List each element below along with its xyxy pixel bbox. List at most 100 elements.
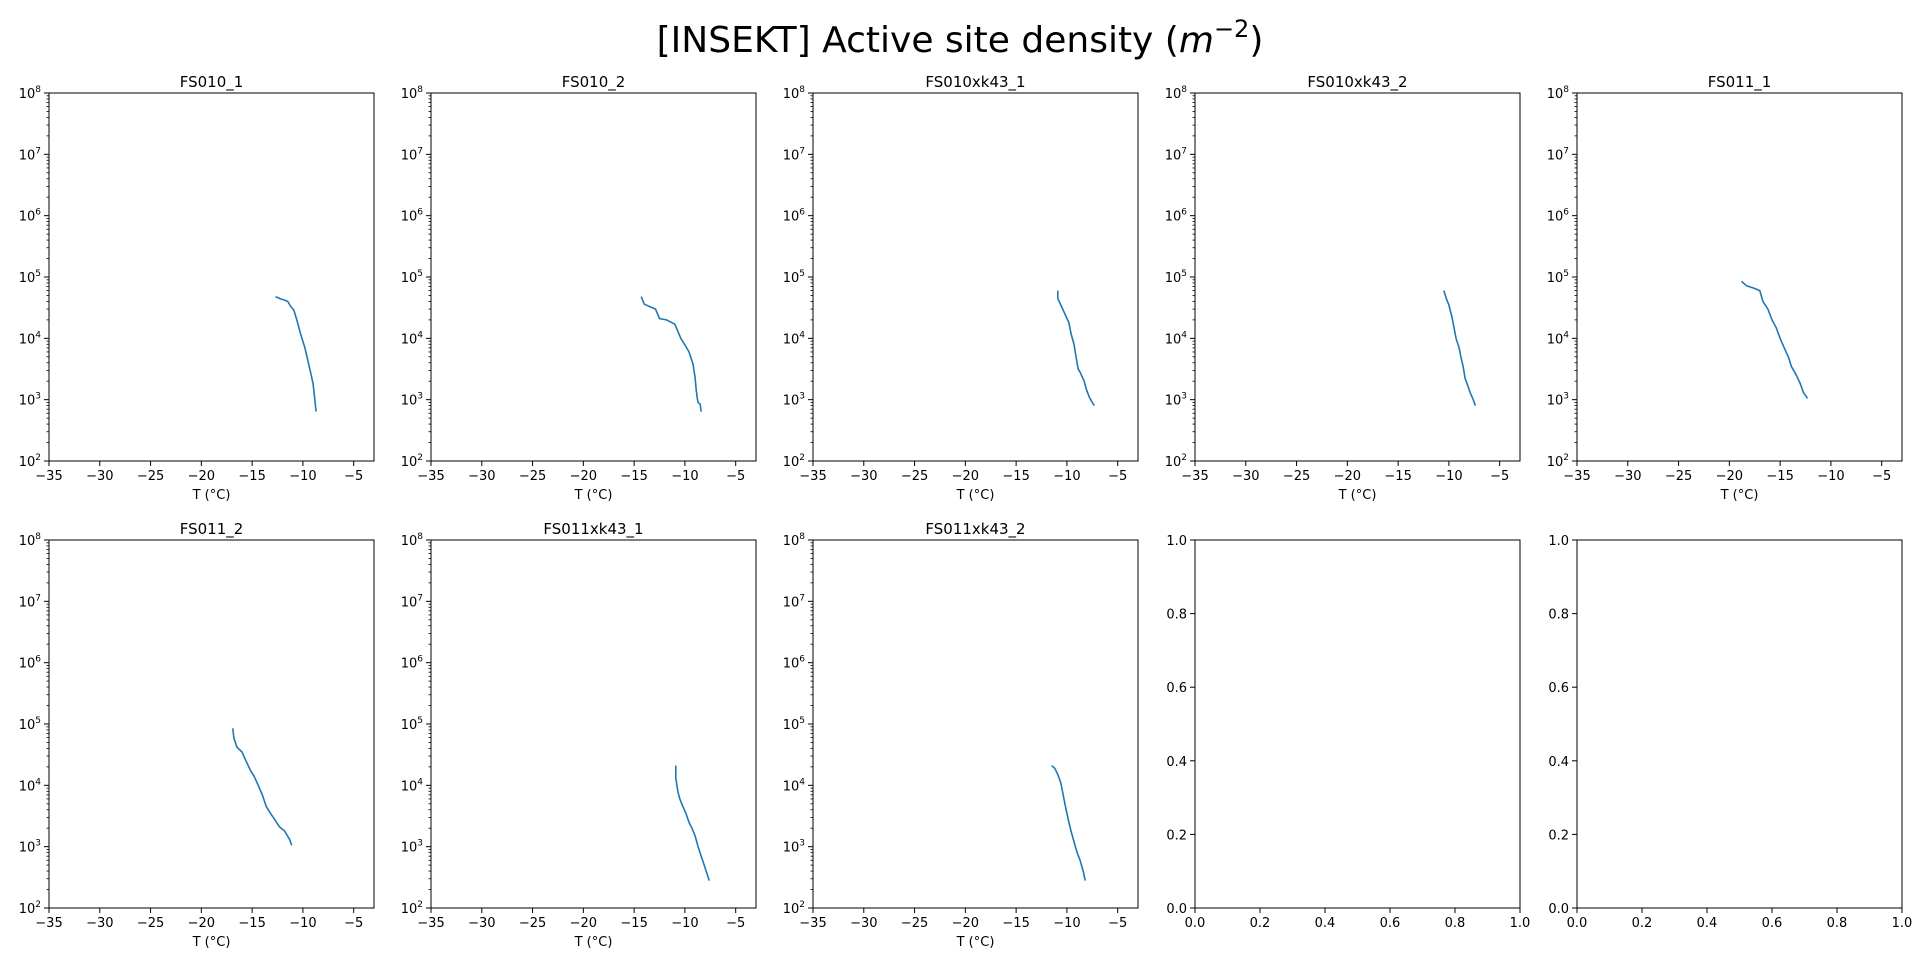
y-tick-base: 10 xyxy=(1547,271,1564,286)
x-axis-label: T (°C) xyxy=(574,488,613,503)
figure-title-unit: m xyxy=(1179,20,1214,61)
y-tick-base: 10 xyxy=(1165,148,1182,163)
figure-title-prefix: [INSEKT] Active site density ( xyxy=(657,20,1179,61)
x-tick-label: −20 xyxy=(952,916,979,931)
y-tick-exponent: 2 xyxy=(417,453,423,463)
y-tick-label: 106 xyxy=(1165,208,1188,225)
y-tick-label: 108 xyxy=(1165,85,1188,102)
y-tick-exponent: 6 xyxy=(1563,208,1569,218)
y-tick-exponent: 3 xyxy=(799,839,805,849)
y-tick-label: 108 xyxy=(783,85,806,102)
y-tick-base: 10 xyxy=(401,210,418,225)
x-tick-label: 0.4 xyxy=(1315,916,1336,931)
y-tick-exponent: 6 xyxy=(1181,208,1187,218)
y-tick-exponent: 2 xyxy=(35,900,41,910)
y-tick-base: 10 xyxy=(783,148,800,163)
y-tick-label: 105 xyxy=(19,716,41,733)
x-tick-label: −20 xyxy=(188,916,215,931)
x-tick-label: −35 xyxy=(417,469,444,484)
y-tick-base: 10 xyxy=(783,779,800,794)
x-tick-label: −15 xyxy=(1384,469,1411,484)
y-tick-label: 0.2 xyxy=(1548,828,1569,843)
x-tick-label: −35 xyxy=(417,916,444,931)
y-tick-label: 106 xyxy=(401,208,424,225)
figure-title-suffix: ) xyxy=(1249,20,1263,61)
y-tick-base: 10 xyxy=(19,841,36,856)
y-tick-exponent: 5 xyxy=(799,269,805,279)
x-axis-label: T (°C) xyxy=(192,935,231,950)
y-tick-base: 10 xyxy=(19,148,36,163)
y-tick-base: 10 xyxy=(401,718,418,733)
x-tick-label: −35 xyxy=(799,916,826,931)
x-tick-label: −35 xyxy=(1563,469,1590,484)
y-tick-exponent: 7 xyxy=(35,593,41,603)
series-line xyxy=(1051,764,1086,881)
subplot-title: FS011xk43_1 xyxy=(543,520,643,539)
subplot-5: −35 −30 −25 −20 −15 −10 −510210310410510610710… xyxy=(1547,73,1903,503)
y-tick-base: 10 xyxy=(1547,455,1564,470)
y-tick-label: 105 xyxy=(401,716,423,733)
y-tick-base: 10 xyxy=(401,87,418,102)
y-tick-exponent: 4 xyxy=(799,330,805,340)
y-tick-exponent: 6 xyxy=(799,208,805,218)
x-tick-label: −25 xyxy=(901,916,928,931)
x-tick-label: −10 xyxy=(1053,916,1080,931)
y-tick-base: 10 xyxy=(19,534,36,549)
y-tick-base: 10 xyxy=(783,332,800,347)
x-tick-label: −15 xyxy=(1002,916,1029,931)
x-tick-label: −25 xyxy=(137,916,164,931)
x-axis-label: T (°C) xyxy=(192,488,231,503)
y-tick-base: 10 xyxy=(1165,332,1182,347)
axes-frame xyxy=(430,92,757,462)
x-tick-label: 0.6 xyxy=(1380,916,1401,931)
y-tick-base: 10 xyxy=(19,210,36,225)
subplot-4: −35 −30 −25 −20 −15 −10 −510210310410510610710… xyxy=(1165,73,1521,503)
y-tick-label: 107 xyxy=(19,593,41,610)
y-tick-label: 107 xyxy=(401,146,423,163)
y-tick-base: 10 xyxy=(19,595,36,610)
x-tick-label: −15 xyxy=(620,916,647,931)
y-tick-label: 103 xyxy=(783,839,805,856)
x-tick-label: −15 xyxy=(1002,469,1029,484)
series-line xyxy=(1443,290,1477,406)
y-tick-label: 103 xyxy=(19,839,41,856)
y-tick-base: 10 xyxy=(19,779,36,794)
y-tick-label: 106 xyxy=(783,655,806,672)
y-tick-label: 105 xyxy=(19,269,41,286)
y-tick-exponent: 6 xyxy=(417,655,423,665)
y-tick-label: 103 xyxy=(401,839,423,856)
y-tick-exponent: 8 xyxy=(35,85,41,95)
y-tick-exponent: 5 xyxy=(417,269,423,279)
y-tick-label: 105 xyxy=(783,269,805,286)
y-tick-label: 106 xyxy=(1547,208,1570,225)
x-tick-label: −30 xyxy=(468,916,495,931)
y-tick-label: 0.0 xyxy=(1548,902,1569,917)
axes-frame xyxy=(812,539,1139,909)
x-tick-label: −5 xyxy=(1872,469,1891,484)
y-tick-label: 0.8 xyxy=(1166,608,1187,623)
y-tick-base: 10 xyxy=(1165,455,1182,470)
y-tick-base: 10 xyxy=(19,332,36,347)
x-tick-label: −20 xyxy=(1716,469,1743,484)
y-tick-exponent: 6 xyxy=(417,208,423,218)
subplot-title: FS010xk43_1 xyxy=(925,73,1025,92)
y-tick-exponent: 3 xyxy=(35,392,41,402)
y-tick-exponent: 6 xyxy=(35,208,41,218)
y-tick-label: 104 xyxy=(1547,330,1570,347)
y-tick-label: 103 xyxy=(401,392,423,409)
y-tick-base: 10 xyxy=(19,455,36,470)
y-tick-base: 10 xyxy=(1165,394,1182,409)
y-tick-exponent: 7 xyxy=(1563,146,1569,156)
y-tick-exponent: 7 xyxy=(417,593,423,603)
figure-title: [INSEKT] Active site density (m−2) xyxy=(657,15,1264,61)
y-tick-label: 104 xyxy=(783,777,806,794)
x-tick-label: −30 xyxy=(850,916,877,931)
y-tick-label: 102 xyxy=(401,900,423,917)
y-tick-base: 10 xyxy=(783,210,800,225)
y-tick-label: 106 xyxy=(783,208,806,225)
y-tick-label: 107 xyxy=(783,593,805,610)
y-tick-label: 103 xyxy=(1547,392,1569,409)
y-tick-label: 0.8 xyxy=(1548,608,1569,623)
y-tick-base: 10 xyxy=(783,902,800,917)
y-tick-exponent: 6 xyxy=(35,655,41,665)
